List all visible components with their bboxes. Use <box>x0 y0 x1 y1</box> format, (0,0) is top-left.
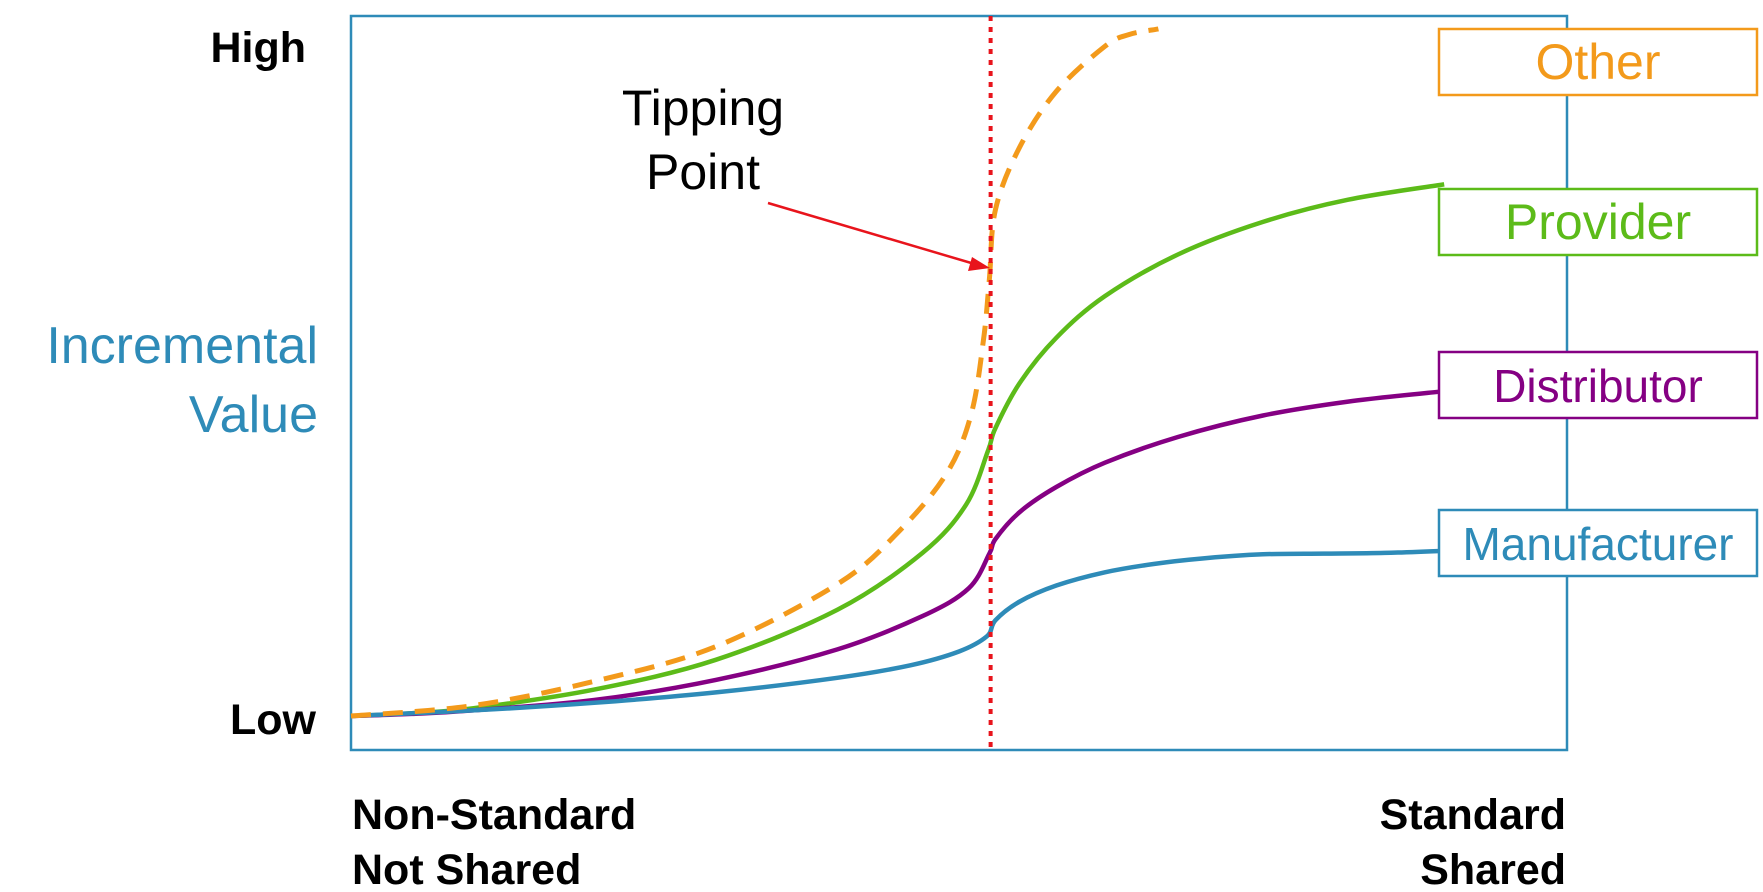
series-layer <box>350 26 1445 719</box>
series-line-manufacturer <box>350 548 1445 719</box>
tipping-point-arrowhead <box>968 257 990 271</box>
legend-label-other: Other <box>1535 34 1660 90</box>
x-tick-left-line-1: Non-Standard <box>352 791 636 839</box>
series-line-other <box>350 26 1159 719</box>
legend-box-distributor <box>1437 350 1759 420</box>
x-tick-right-line-1: Standard <box>1380 791 1566 839</box>
legend: Other Provider Distributor Manufacturer <box>1437 27 1759 578</box>
legend-label-provider: Provider <box>1505 194 1691 250</box>
tipping-point-label-line-2: Point <box>646 144 760 200</box>
legend-label-manufacturer: Manufacturer <box>1462 518 1733 570</box>
tipping-point-label-line-1: Tipping <box>622 80 784 136</box>
tipping-point-arrow <box>767 201 979 267</box>
x-tick-left-line-2: Not Shared <box>352 846 581 892</box>
legend-box-other <box>1437 27 1759 97</box>
legend-box-manufacturer <box>1437 508 1759 578</box>
y-axis-title-line-1: Incremental <box>46 317 318 375</box>
x-tick-right-line-2: Shared <box>1420 846 1566 892</box>
series-line-provider <box>350 182 1445 719</box>
y-tick-low: Low <box>230 696 317 744</box>
y-tick-high: High <box>210 24 306 72</box>
legend-box-provider <box>1437 187 1759 257</box>
plot-frame <box>349 14 1569 752</box>
y-axis-title-line-2: Value <box>189 386 318 444</box>
legend-label-distributor: Distributor <box>1493 360 1703 412</box>
